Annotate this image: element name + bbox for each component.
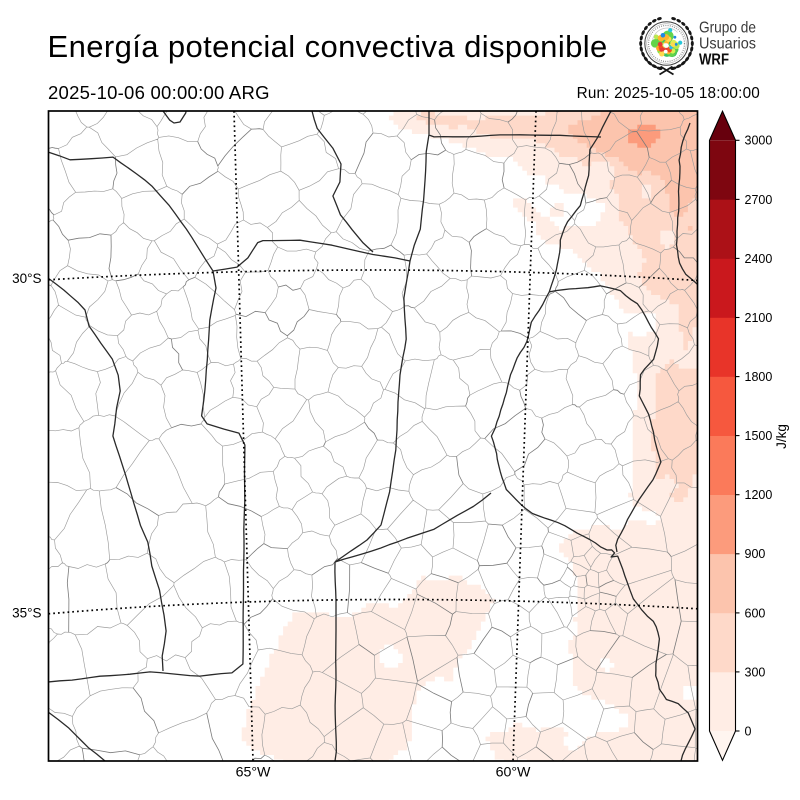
svg-text:2700: 2700 [745,193,773,207]
svg-text:60°W: 60°W [496,765,531,781]
svg-text:65°W: 65°W [236,765,271,781]
svg-text:1800: 1800 [745,370,773,384]
svg-text:1500: 1500 [745,429,773,443]
svg-text:30°S: 30°S [12,271,41,286]
svg-text:Run: 2025-10-05 18:00:00: Run: 2025-10-05 18:00:00 [577,85,760,102]
svg-text:300: 300 [745,665,766,679]
svg-text:1200: 1200 [745,488,773,502]
svg-text:2100: 2100 [745,311,773,325]
svg-text:Usuarios: Usuarios [699,35,756,52]
svg-text:WRF: WRF [699,51,729,68]
svg-text:900: 900 [745,547,766,561]
svg-text:0: 0 [745,724,752,738]
svg-text:600: 600 [745,606,766,620]
svg-text:Grupo de: Grupo de [699,20,756,37]
svg-text:35°S: 35°S [12,605,41,620]
svg-text:2400: 2400 [745,252,773,266]
svg-text:Energía potencial convectiva d: Energía potencial convectiva disponible [48,29,608,64]
svg-text:J/kg: J/kg [774,424,789,449]
svg-text:3000: 3000 [745,134,773,148]
svg-text:2025-10-06 00:00:00 ARG: 2025-10-06 00:00:00 ARG [48,82,270,103]
